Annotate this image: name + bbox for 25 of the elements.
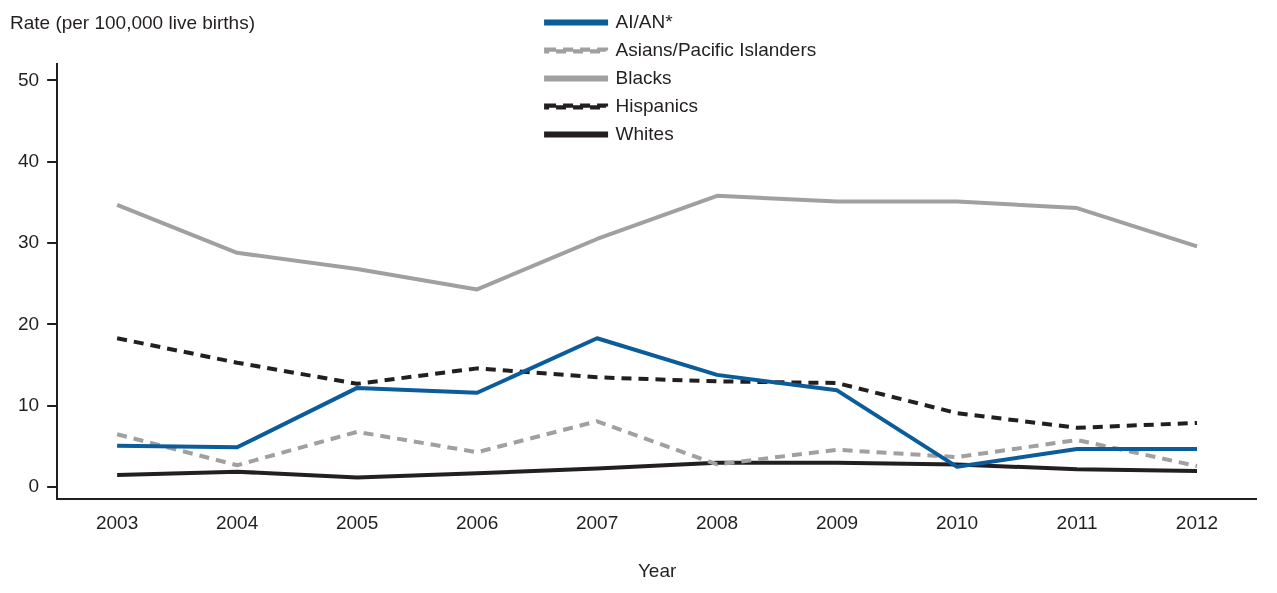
x-axis-title: Year: [637, 559, 677, 581]
x-tick-label: 2004: [215, 512, 259, 534]
x-tick-label: 2009: [815, 512, 859, 534]
y-tick-label: 10: [17, 394, 40, 416]
y-tick-label: 30: [17, 231, 40, 253]
legend-label: Whites: [615, 122, 674, 144]
x-tick-label: 2008: [695, 512, 739, 534]
y-axis-title: Rate (per 100,000 live births): [10, 12, 256, 34]
x-tick-label: 2011: [1056, 512, 1098, 534]
y-tick-label: 50: [17, 68, 40, 90]
y-tick-label: 0: [28, 475, 40, 497]
legend-label: Hispanics: [615, 94, 698, 116]
line-series: [115, 336, 1200, 430]
legend-label: Asians/Pacific Islanders: [615, 38, 817, 60]
x-tick-label: 2010: [935, 512, 979, 534]
x-tick-label: 2012: [1175, 512, 1219, 534]
legend-label: Blacks: [615, 66, 672, 88]
line-series: [115, 419, 1200, 469]
x-tick-label: 2006: [455, 512, 499, 534]
x-tick-label: 2007: [575, 512, 619, 534]
legend-label: AI/AN*: [615, 10, 674, 32]
x-tick-label: 2005: [335, 512, 379, 534]
y-tick-label: 20: [17, 312, 40, 334]
x-tick-label: 2003: [95, 512, 139, 534]
y-tick-label: 40: [17, 149, 40, 171]
